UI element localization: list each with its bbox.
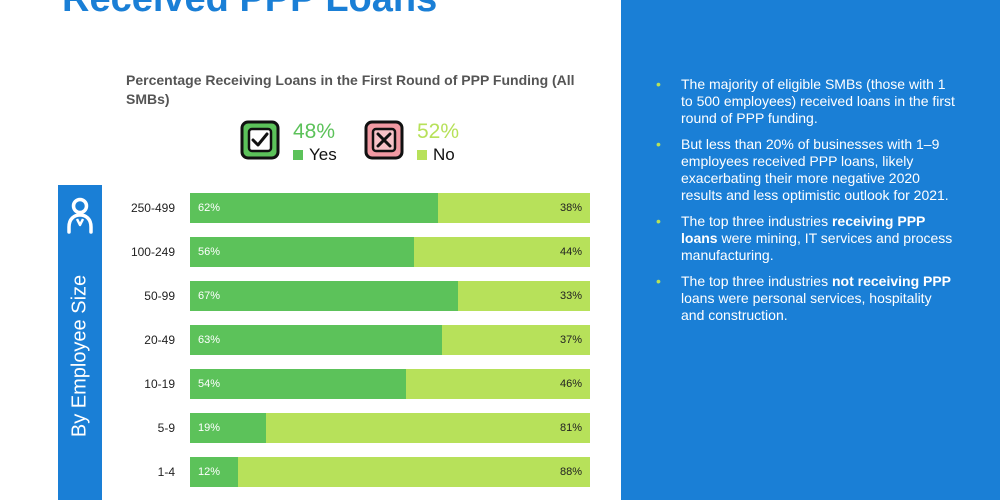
category-label: 50-99 (144, 289, 175, 303)
bullet-text: The top three industries (681, 273, 832, 289)
data-label-no: 88% (559, 466, 582, 478)
bullet-text: were mining, IT services and process man… (681, 230, 953, 263)
data-label-yes: 56% (198, 246, 221, 258)
employee-size-panel (58, 185, 102, 500)
data-label-yes: 62% (198, 202, 221, 214)
category-label: 5-9 (157, 421, 175, 435)
legend-no-label: No (433, 145, 455, 164)
category-label: 100-249 (130, 245, 175, 259)
insight-bullet: • The top three industries receiving PPP … (656, 213, 956, 264)
bullet-text: The top three industries (681, 213, 832, 229)
bar-segment-no: 38% (438, 193, 590, 223)
bar-segment-yes: 19% (190, 413, 266, 443)
bar-row: 12% 88% (190, 457, 590, 487)
category-label: 20-49 (144, 333, 175, 347)
legend-yes: 48% Yes (240, 120, 337, 165)
x-mark-icon (364, 120, 404, 160)
bullet-dot-icon: • (656, 76, 661, 92)
bar-row: 62% 38% (190, 193, 590, 223)
data-label-no: 33% (559, 290, 582, 302)
insights-panel: • The majority of eligible SMBs (those wi… (621, 0, 1000, 500)
data-label-no: 44% (559, 246, 582, 258)
data-label-no: 81% (559, 422, 582, 434)
insights-list: • The majority of eligible SMBs (those wi… (656, 76, 956, 333)
data-label-yes: 67% (198, 290, 221, 302)
page-headline: Received PPP Loans (62, 0, 437, 21)
bullet-dot-icon: • (656, 136, 661, 152)
legend-yes-percent: 48% (293, 120, 336, 143)
legend-no: 52% No (364, 120, 459, 165)
bar-row: 19% 81% (190, 413, 590, 443)
bar-segment-no: 44% (414, 237, 590, 267)
bullet-emphasis: not receiving PPP (831, 273, 952, 289)
legend-yes-label: Yes (309, 145, 337, 164)
bar-segment-yes: 63% (190, 325, 442, 355)
checkmark-icon (240, 120, 280, 160)
bar-segment-no: 33% (458, 281, 590, 311)
legend-no-percent: 52% (417, 120, 460, 143)
legend-yes-swatch (293, 150, 303, 160)
bullet-text: loans were personal services, hospitalit… (681, 290, 932, 323)
bar-segment-yes: 54% (190, 369, 406, 399)
data-label-yes: 12% (198, 466, 221, 478)
bar-segment-no: 46% (406, 369, 590, 399)
bullet-emphasis: receiving PPP loans (681, 213, 926, 246)
bar-segment-yes: 62% (190, 193, 438, 223)
bar-segment-no: 88% (238, 457, 590, 487)
data-label-yes: 63% (198, 334, 221, 346)
bullet-text: But less than 20% of businesses with 1–9… (681, 136, 949, 203)
bar-segment-no: 81% (266, 413, 590, 443)
bar-segment-yes: 67% (190, 281, 458, 311)
bar-row: 56% 44% (190, 237, 590, 267)
bar-row: 63% 37% (190, 325, 590, 355)
person-icon (67, 197, 93, 234)
category-label: 1-4 (157, 465, 175, 479)
bar-segment-no: 37% (442, 325, 590, 355)
bar-segment-yes: 12% (190, 457, 238, 487)
data-label-yes: 54% (198, 378, 221, 390)
data-label-no: 38% (559, 202, 582, 214)
category-label: 10-19 (144, 377, 175, 391)
insight-bullet: • The majority of eligible SMBs (those wi… (656, 76, 956, 127)
axis-label-employee-size: By Employee Size (68, 274, 91, 438)
insight-bullet: • The top three industries not receiving … (656, 273, 956, 324)
data-label-yes: 19% (198, 422, 221, 434)
insight-bullet: • But less than 20% of businesses with 1–… (656, 136, 956, 204)
data-label-no: 46% (559, 378, 582, 390)
data-label-no: 37% (559, 334, 582, 346)
bullet-dot-icon: • (656, 273, 661, 289)
chart-title: Percentage Receiving Loans in the First … (126, 72, 575, 107)
bullet-text: The majority of eligible SMBs (those wit… (681, 76, 955, 126)
bar-segment-yes: 56% (190, 237, 414, 267)
bar-row: 54% 46% (190, 369, 590, 399)
legend-no-swatch (417, 150, 427, 160)
bullet-dot-icon: • (656, 213, 661, 229)
bar-row: 67% 33% (190, 281, 590, 311)
category-label: 250-499 (130, 201, 175, 215)
